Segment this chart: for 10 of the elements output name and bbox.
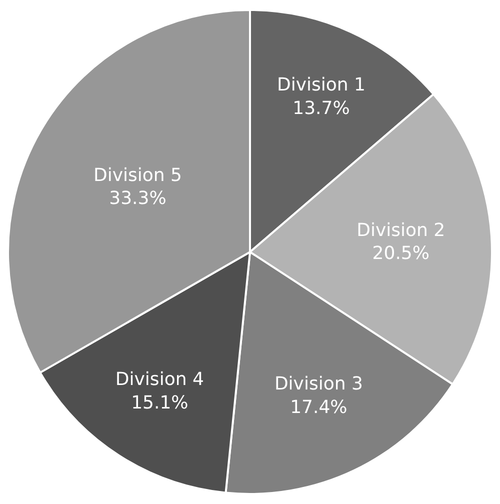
slice-label: Division 4 xyxy=(115,369,204,390)
slice-label: Division 5 xyxy=(93,164,182,186)
data-label: 15.1% xyxy=(131,392,188,414)
slice-label: Division 2 xyxy=(356,220,446,241)
data-label: 13.7% xyxy=(292,98,350,120)
data-label: 20.5% xyxy=(372,243,430,264)
data-label: 33.3% xyxy=(109,188,166,210)
data-label: 17.4% xyxy=(290,396,348,418)
slice-label: Division 3 xyxy=(274,373,363,394)
slice-label: Division 1 xyxy=(276,74,366,96)
